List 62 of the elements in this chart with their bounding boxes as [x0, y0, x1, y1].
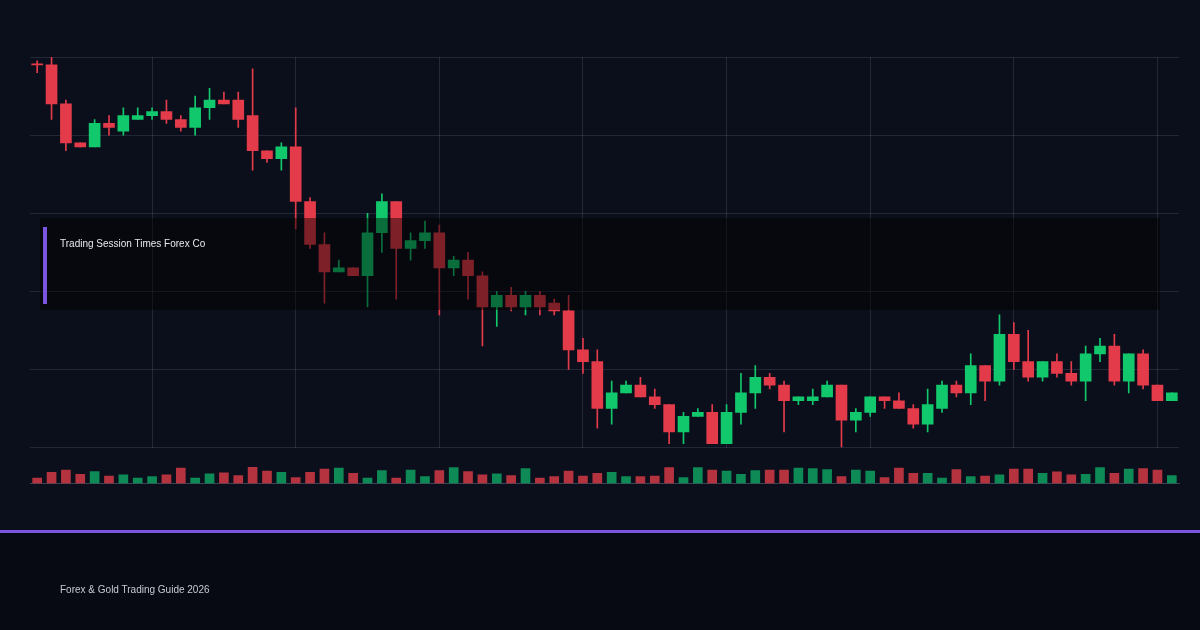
bar — [606, 472, 617, 484]
bar — [1123, 468, 1134, 484]
bar — [621, 476, 631, 484]
bar — [578, 475, 588, 484]
bar — [247, 467, 258, 484]
bar — [262, 470, 272, 484]
bar — [750, 470, 761, 484]
bar — [822, 469, 832, 484]
bar — [175, 467, 186, 484]
bar — [520, 468, 531, 484]
bar — [1095, 467, 1105, 484]
bar — [1066, 474, 1077, 484]
bar — [851, 469, 861, 484]
bar — [635, 476, 646, 484]
bar — [836, 476, 847, 484]
bar — [305, 472, 315, 484]
bar — [707, 469, 718, 484]
bar — [693, 467, 703, 484]
bar — [1138, 468, 1148, 484]
bar — [1109, 473, 1120, 484]
candlestick — [31, 60, 44, 73]
bar — [922, 473, 933, 484]
bar — [807, 468, 818, 484]
bar — [664, 467, 674, 484]
bar — [420, 476, 430, 484]
annotation: Trading Session Times Forex Co — [60, 238, 206, 249]
bar — [75, 474, 86, 484]
bar — [980, 475, 990, 484]
bar — [592, 473, 603, 484]
bar — [549, 476, 560, 484]
bar — [506, 475, 516, 484]
bar — [1009, 468, 1019, 484]
bar — [1052, 471, 1062, 484]
bar — [779, 469, 789, 484]
caption-box: Trading Session Times Forex Co — [40, 218, 1160, 310]
bar — [894, 467, 904, 484]
bar — [463, 471, 473, 484]
bar — [290, 477, 301, 484]
bar — [448, 467, 459, 484]
bar — [736, 474, 746, 484]
bar — [491, 473, 502, 484]
bar — [333, 467, 344, 484]
bar — [348, 473, 358, 484]
bar — [104, 475, 114, 484]
bar — [219, 472, 229, 484]
bar — [434, 470, 445, 484]
bar — [1023, 468, 1034, 484]
bar — [865, 470, 876, 484]
bar — [46, 472, 57, 484]
bar — [951, 469, 962, 484]
bar — [965, 476, 976, 484]
bar — [89, 471, 100, 484]
bar — [276, 472, 287, 484]
bar — [377, 470, 387, 484]
bar — [908, 473, 919, 484]
bar — [1166, 475, 1177, 484]
bar — [147, 476, 157, 484]
bar — [233, 475, 244, 484]
bar — [649, 475, 660, 484]
text: Forex & Gold Trading Guide 2026 — [60, 584, 210, 595]
bar — [1037, 473, 1048, 484]
bar — [61, 469, 71, 484]
